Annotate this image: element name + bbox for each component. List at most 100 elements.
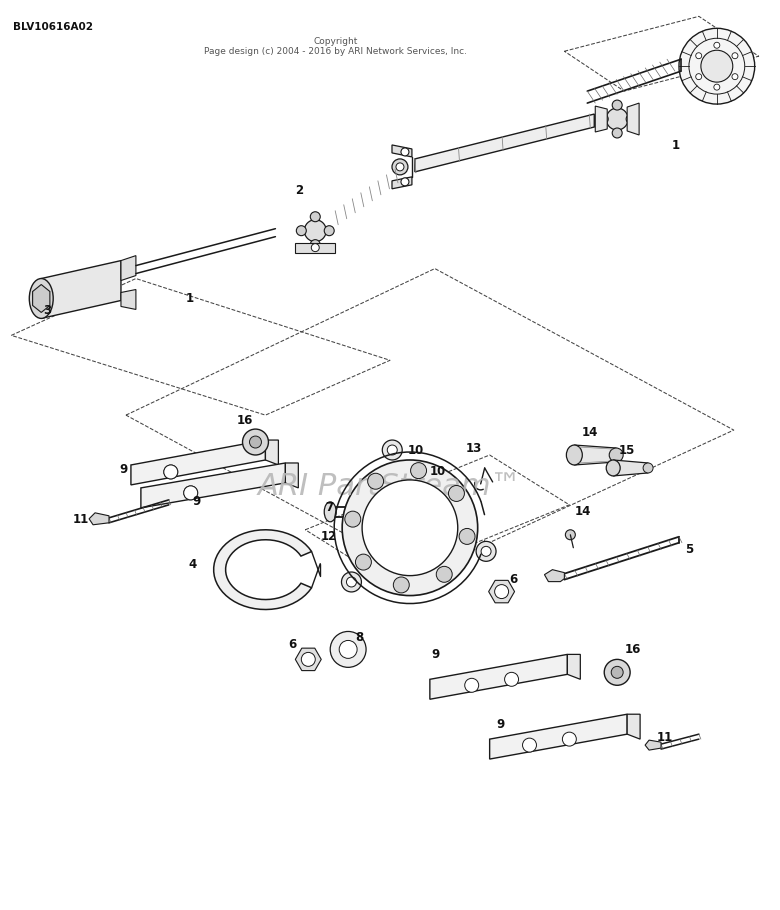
Circle shape: [598, 114, 608, 124]
Text: 9: 9: [497, 718, 505, 731]
Text: 14: 14: [574, 505, 590, 519]
Circle shape: [465, 678, 479, 693]
Circle shape: [184, 486, 197, 500]
Text: 10: 10: [430, 465, 446, 479]
Polygon shape: [574, 445, 616, 465]
Circle shape: [310, 212, 321, 222]
Polygon shape: [121, 256, 136, 280]
Circle shape: [714, 42, 720, 48]
Circle shape: [410, 462, 427, 479]
Text: 8: 8: [355, 631, 363, 644]
Circle shape: [448, 485, 464, 501]
Polygon shape: [89, 513, 109, 525]
Circle shape: [446, 490, 454, 499]
Circle shape: [250, 436, 261, 448]
Polygon shape: [296, 648, 321, 671]
Circle shape: [696, 74, 702, 80]
Circle shape: [164, 465, 178, 479]
Polygon shape: [627, 103, 639, 135]
Circle shape: [481, 546, 491, 556]
Ellipse shape: [566, 445, 583, 465]
Circle shape: [301, 652, 315, 666]
Circle shape: [356, 554, 371, 570]
Circle shape: [296, 226, 307, 236]
Text: ARI PartStream™: ARI PartStream™: [258, 472, 522, 501]
Circle shape: [459, 529, 475, 544]
Circle shape: [612, 666, 623, 678]
Polygon shape: [613, 460, 648, 476]
Circle shape: [566, 530, 576, 540]
Ellipse shape: [609, 448, 623, 462]
Circle shape: [476, 541, 496, 561]
Text: 16: 16: [625, 642, 641, 656]
Text: 9: 9: [432, 648, 440, 661]
Circle shape: [604, 660, 630, 685]
Circle shape: [367, 473, 384, 490]
Circle shape: [396, 163, 404, 171]
Circle shape: [562, 733, 576, 746]
Circle shape: [401, 148, 409, 156]
Circle shape: [679, 28, 755, 104]
Text: 4: 4: [189, 558, 197, 571]
Text: Copyright
Page design (c) 2004 - 2016 by ARI Network Services, Inc.: Copyright Page design (c) 2004 - 2016 by…: [204, 37, 467, 56]
Text: 2: 2: [296, 185, 303, 197]
Circle shape: [732, 53, 738, 59]
Circle shape: [436, 566, 452, 582]
Text: 15: 15: [619, 443, 636, 457]
Circle shape: [393, 577, 410, 593]
Text: 1: 1: [672, 139, 680, 153]
Polygon shape: [595, 106, 607, 132]
Circle shape: [362, 480, 458, 576]
Text: 11: 11: [73, 513, 90, 526]
Text: 3: 3: [43, 304, 51, 317]
Text: 14: 14: [581, 426, 597, 439]
Circle shape: [339, 641, 357, 658]
Polygon shape: [567, 654, 580, 679]
Text: 7: 7: [325, 501, 333, 514]
Circle shape: [606, 108, 628, 130]
Polygon shape: [121, 289, 136, 309]
Text: 10: 10: [408, 443, 424, 457]
Circle shape: [441, 487, 458, 503]
Circle shape: [345, 511, 361, 527]
Circle shape: [701, 50, 732, 82]
Ellipse shape: [606, 460, 620, 476]
Circle shape: [243, 430, 268, 455]
Polygon shape: [33, 285, 50, 312]
Circle shape: [164, 465, 178, 479]
Polygon shape: [214, 530, 312, 610]
Circle shape: [401, 177, 409, 186]
Circle shape: [342, 460, 477, 595]
Circle shape: [392, 159, 408, 175]
Ellipse shape: [30, 278, 53, 318]
Polygon shape: [544, 570, 565, 581]
Text: 9: 9: [193, 495, 201, 509]
Circle shape: [426, 468, 434, 476]
Polygon shape: [285, 463, 298, 488]
Text: 6: 6: [509, 573, 518, 586]
Circle shape: [382, 440, 402, 460]
Circle shape: [696, 53, 702, 59]
Text: 13: 13: [466, 441, 482, 454]
Circle shape: [732, 74, 738, 80]
Circle shape: [330, 632, 366, 667]
Polygon shape: [392, 145, 412, 157]
Circle shape: [388, 445, 397, 455]
Circle shape: [346, 577, 356, 587]
Polygon shape: [490, 714, 627, 759]
Circle shape: [184, 486, 197, 500]
Text: 1: 1: [186, 292, 194, 305]
Circle shape: [523, 738, 537, 752]
Polygon shape: [41, 260, 121, 318]
Polygon shape: [141, 463, 285, 508]
Text: 16: 16: [236, 414, 253, 427]
Polygon shape: [392, 177, 412, 188]
Circle shape: [612, 128, 622, 138]
Circle shape: [310, 239, 321, 249]
Ellipse shape: [643, 463, 653, 473]
Circle shape: [612, 100, 622, 110]
Text: 5: 5: [685, 543, 693, 556]
Text: 6: 6: [289, 638, 296, 651]
Text: 9: 9: [119, 463, 127, 477]
Ellipse shape: [324, 501, 336, 521]
